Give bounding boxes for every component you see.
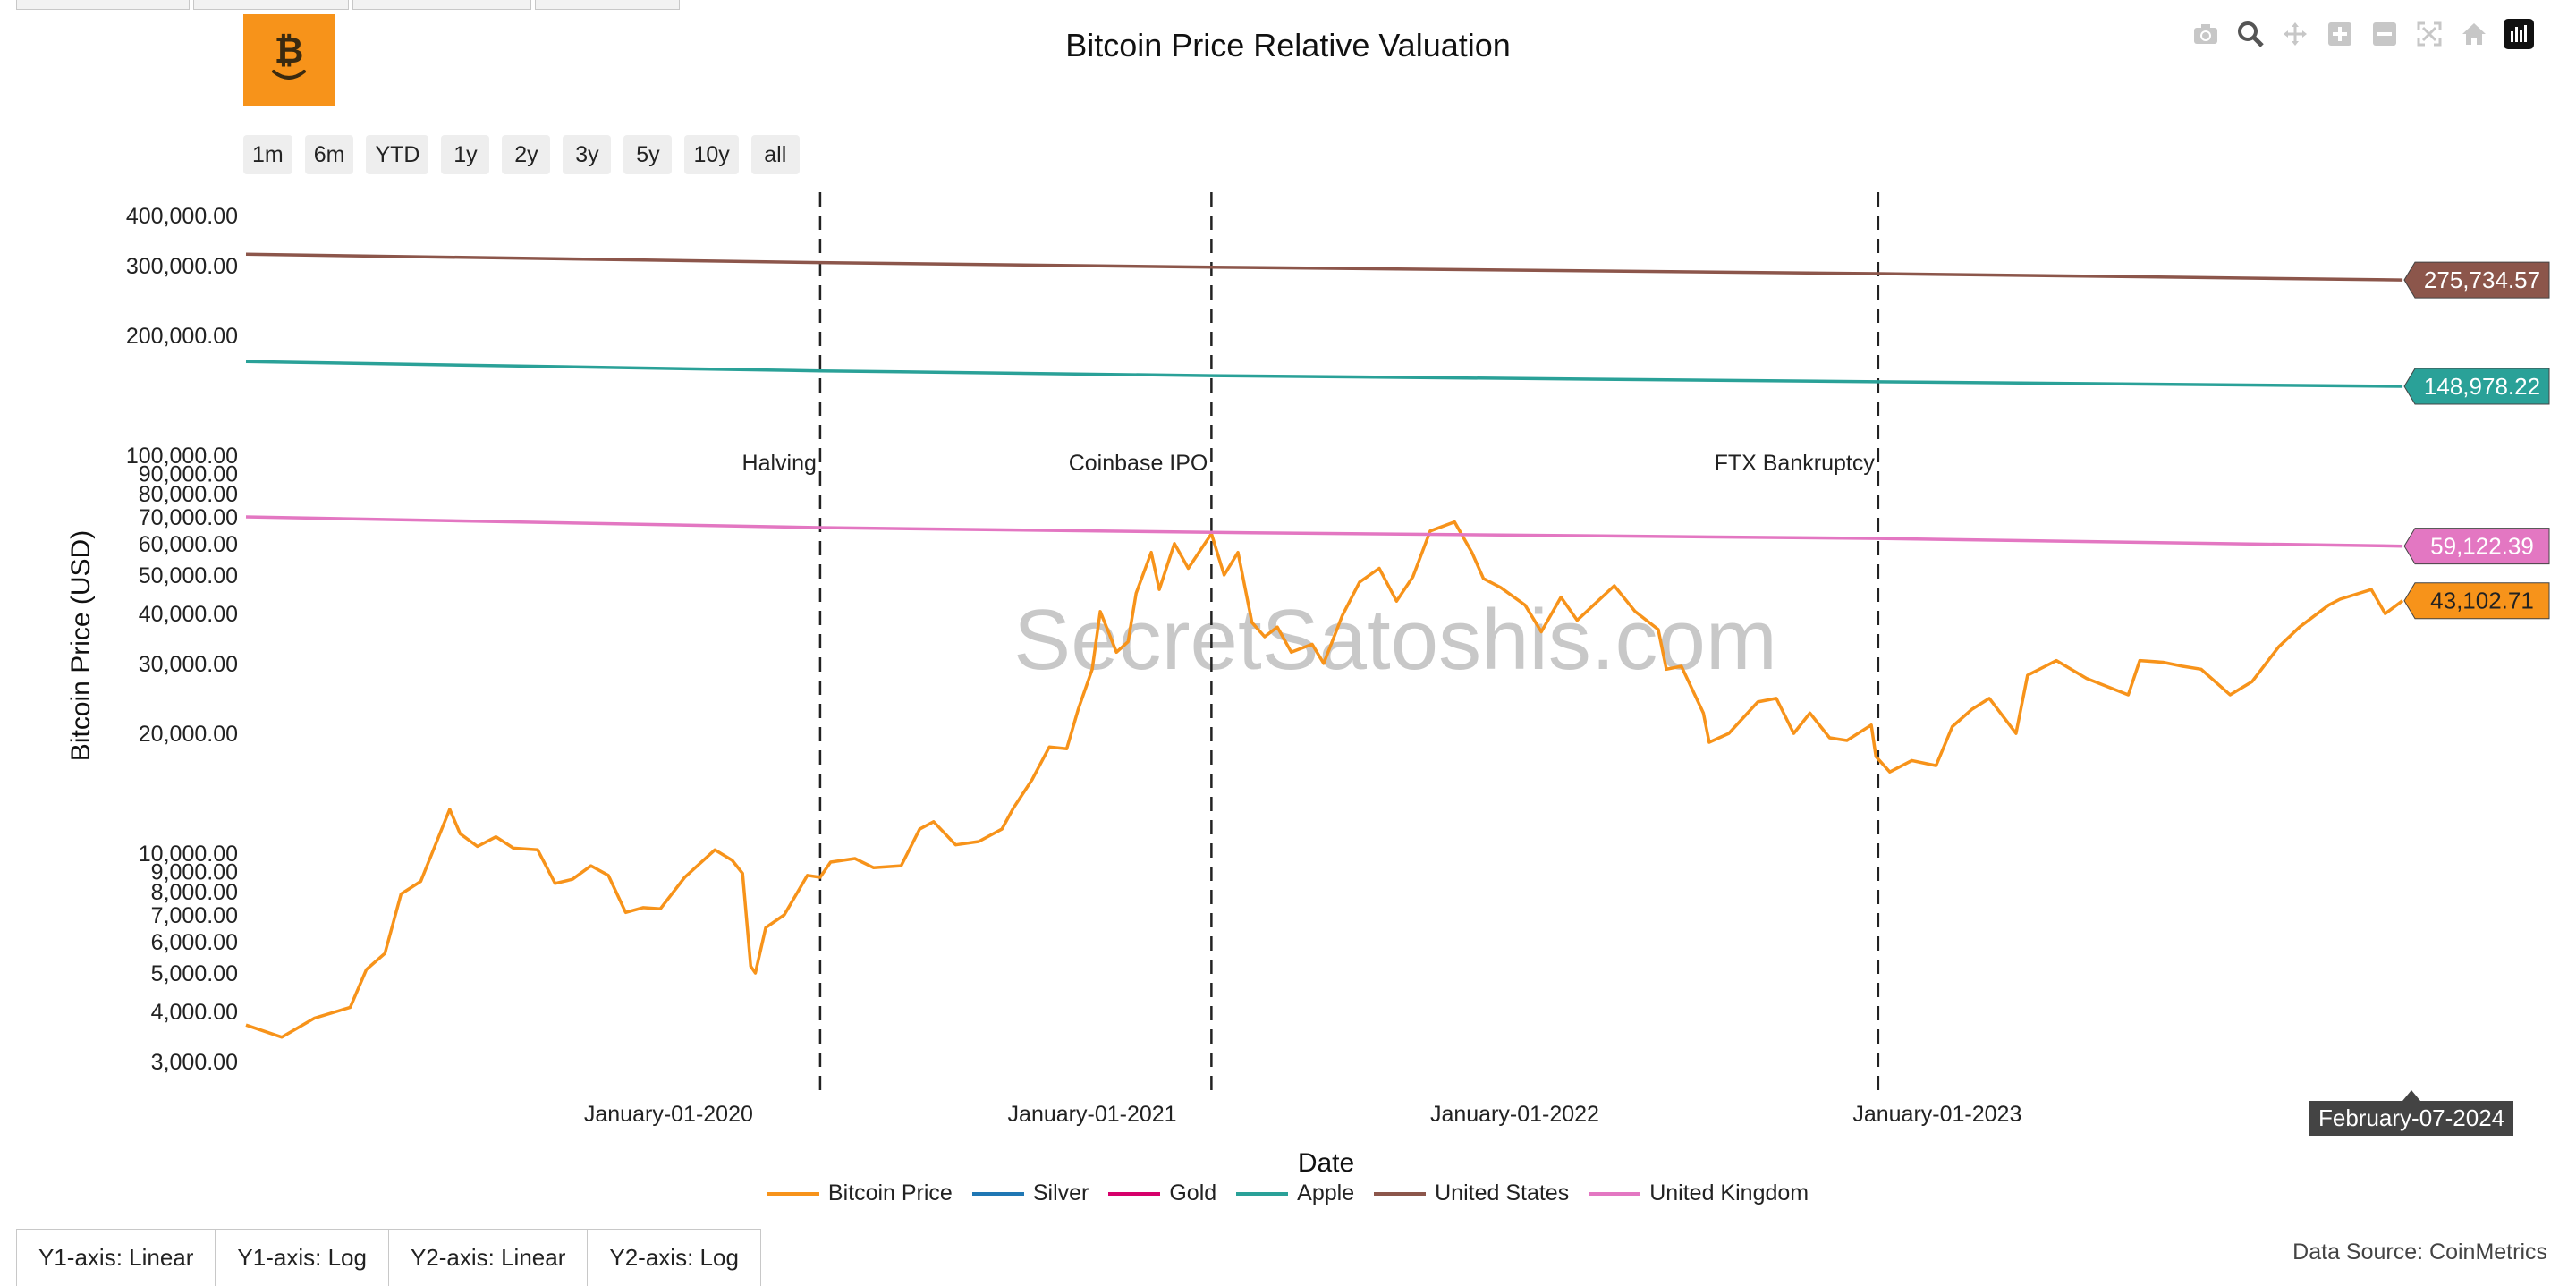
series-line-bitcoin-price <box>245 520 2404 1039</box>
y-tick-label: 6,000.00 <box>151 930 238 955</box>
series-line-united-states <box>245 252 2403 282</box>
camera-icon[interactable] <box>2190 18 2222 50</box>
y-tick-label: 200,000.00 <box>126 324 238 349</box>
zoom-in-icon[interactable] <box>2324 18 2356 50</box>
x-tick-label: January-01-2021 <box>1008 1102 1177 1127</box>
y-tick-label: 7,000.00 <box>151 903 238 928</box>
y-tick-label: 70,000.00 <box>139 505 238 530</box>
end-value-label: 59,122.39 <box>2430 533 2534 560</box>
y-tick-label: 30,000.00 <box>139 652 238 677</box>
y-axis-title: Bitcoin Price (USD) <box>66 530 96 761</box>
watermark: SecretSatoshis.com <box>1013 592 1777 688</box>
y-tick-label: 4,000.00 <box>151 1000 238 1025</box>
reset-axes-icon[interactable] <box>2458 18 2490 50</box>
range-button-1m[interactable]: 1m <box>243 135 292 174</box>
end-value-callout-apple: 148,978.22 <box>2403 368 2550 405</box>
data-source-label: Data Source: CoinMetrics <box>2292 1239 2547 1265</box>
y-tick-label: 8,000.00 <box>151 880 238 905</box>
event-label-halving: Halving <box>742 451 817 476</box>
end-value-label: 148,978.22 <box>2424 373 2540 400</box>
range-button-10y[interactable]: 10y <box>684 135 739 174</box>
y-tick-label: 3,000.00 <box>151 1050 238 1075</box>
top-tab[interactable] <box>193 0 349 10</box>
top-tab[interactable] <box>535 0 680 10</box>
legend-item-gold[interactable]: Gold <box>1108 1180 1216 1206</box>
x-tick-label: January-01-2022 <box>1430 1102 1599 1127</box>
legend-item-united-kingdom[interactable]: United Kingdom <box>1589 1180 1809 1206</box>
end-value-callout-united-kingdom: 59,122.39 <box>2403 528 2550 565</box>
legend-item-bitcoin-price[interactable]: Bitcoin Price <box>767 1180 953 1206</box>
range-button-3y[interactable]: 3y <box>563 135 612 174</box>
y-tick-label: 100,000.00 <box>126 444 238 469</box>
y-tick-label: 9,000.00 <box>151 859 238 884</box>
modebar <box>2190 16 2535 52</box>
range-button-ytd[interactable]: YTD <box>366 135 429 174</box>
range-button-1y[interactable]: 1y <box>441 135 490 174</box>
y-tick-label: 5,000.00 <box>151 961 238 986</box>
range-button-all[interactable]: all <box>750 135 800 174</box>
y-tick-label: 60,000.00 <box>139 532 238 557</box>
series-line-united-kingdom <box>245 515 2403 548</box>
y1-log-button[interactable]: Y1-axis: Log <box>215 1229 389 1286</box>
y-tick-label: 40,000.00 <box>139 602 238 627</box>
legend-item-silver[interactable]: Silver <box>971 1180 1089 1206</box>
x-tick-label: January-01-2023 <box>1852 1102 2021 1127</box>
end-value-label: 275,734.57 <box>2424 267 2540 293</box>
event-label-ftx-bankruptcy: FTX Bankruptcy <box>1715 451 1876 476</box>
pan-icon[interactable] <box>2279 18 2311 50</box>
y-tick-label: 400,000.00 <box>126 204 238 229</box>
series-line-apple <box>245 360 2403 388</box>
y-tick-label: 10,000.00 <box>139 842 238 867</box>
legend: Bitcoin Price Silver Gold Apple United S… <box>0 1180 2576 1206</box>
bitcoin-smile-logo: ₿ <box>243 14 335 106</box>
chart-title: Bitcoin Price Relative Valuation <box>1065 27 1511 63</box>
range-button-5y[interactable]: 5y <box>623 135 673 174</box>
y-tick-label: 300,000.00 <box>126 254 238 279</box>
y2-linear-button[interactable]: Y2-axis: Linear <box>387 1229 589 1286</box>
range-button-6m[interactable]: 6m <box>304 135 354 174</box>
y-tick-label: 80,000.00 <box>139 482 238 507</box>
y-tick-label: 50,000.00 <box>139 563 238 588</box>
y-tick-label: 90,000.00 <box>139 461 238 486</box>
end-value-callout-united-states: 275,734.57 <box>2403 261 2550 299</box>
x-axis-title: Date <box>1298 1148 1354 1178</box>
y1-linear-button[interactable]: Y1-axis: Linear <box>16 1229 216 1286</box>
legend-item-apple[interactable]: Apple <box>1236 1180 1354 1206</box>
top-tab[interactable] <box>352 0 531 10</box>
legend-item-united-states[interactable]: United States <box>1374 1180 1569 1206</box>
plotly-logo-icon[interactable] <box>2503 18 2535 50</box>
y2-log-button[interactable]: Y2-axis: Log <box>587 1229 761 1286</box>
range-button-2y[interactable]: 2y <box>502 135 551 174</box>
top-tab[interactable] <box>16 0 190 10</box>
x-tick-label: January-01-2020 <box>584 1102 753 1127</box>
event-label-coinbase-ipo: Coinbase IPO <box>1069 451 1208 476</box>
end-value-label: 43,102.71 <box>2430 588 2534 614</box>
end-value-callout-bitcoin-price: 43,102.71 <box>2403 582 2550 620</box>
y-tick-label: 20,000.00 <box>139 722 238 747</box>
axis-scale-buttons: Y1-axis: Linear Y1-axis: Log Y2-axis: Li… <box>16 1229 761 1286</box>
svg-text:₿: ₿ <box>275 30 304 72</box>
zoom-icon[interactable] <box>2234 18 2267 50</box>
autoscale-icon[interactable] <box>2413 18 2445 50</box>
hover-date-label: February-07-2024 <box>2309 1090 2514 1136</box>
zoom-out-icon[interactable] <box>2368 18 2401 50</box>
range-selector: 1m 6m YTD 1y 2y 3y 5y 10y all <box>243 135 800 174</box>
